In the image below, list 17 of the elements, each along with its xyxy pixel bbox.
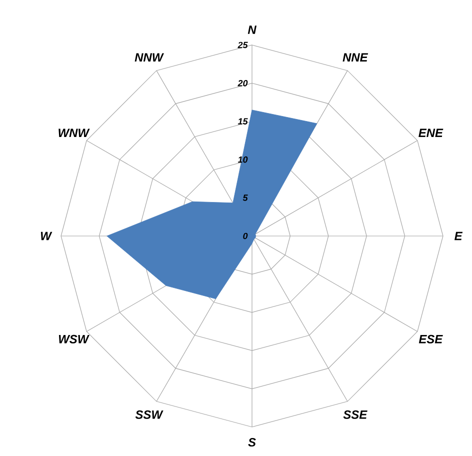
spoke-label: W: [40, 232, 52, 240]
spoke-label: WSW: [58, 334, 90, 344]
y-tick-label: 25: [238, 42, 248, 48]
spoke-label: N: [248, 26, 257, 34]
spoke-label: ENE: [418, 128, 444, 137]
spoke-label: NNW: [134, 53, 164, 62]
spoke-label: S: [248, 438, 256, 447]
spoke-label: SSE: [343, 410, 368, 419]
spoke-label: NNE: [342, 53, 368, 62]
y-tick-label: 5: [242, 194, 248, 201]
spoke-label: WNW: [58, 128, 90, 137]
spoke-label: SSW: [135, 410, 164, 419]
spoke-label: ESE: [418, 334, 443, 344]
y-tick-label: 20: [238, 80, 248, 86]
y-tick-label: 0: [243, 232, 248, 240]
y-tick-label: 15: [238, 118, 248, 125]
spoke-label: E: [454, 232, 463, 240]
